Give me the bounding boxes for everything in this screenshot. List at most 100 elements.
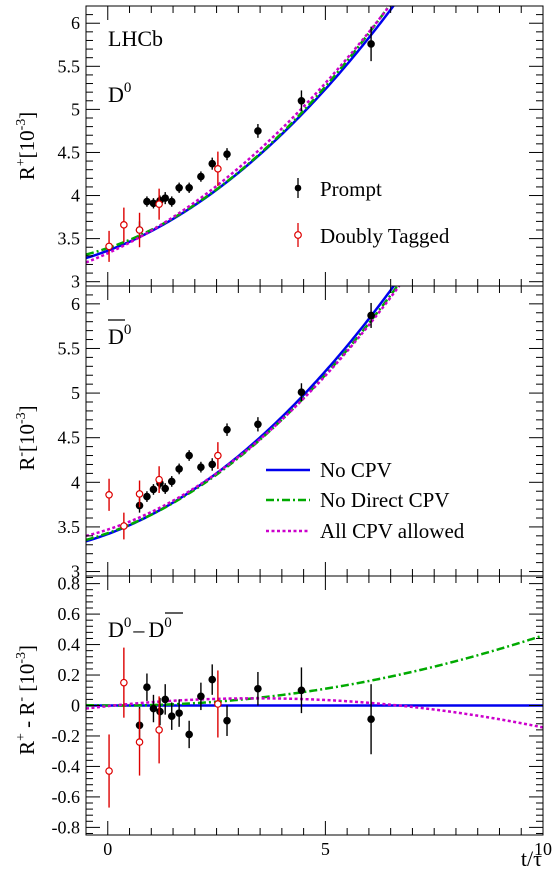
legend-middle: No CPV No Direct CPV All CPV allowed xyxy=(266,458,465,543)
panel-bottom-points xyxy=(105,647,375,808)
point-prompt xyxy=(197,682,205,711)
panel-middle-points xyxy=(105,302,375,540)
marker-tagged xyxy=(135,738,144,746)
x-tick-label: 0 xyxy=(103,839,112,859)
y-tick-label: 3 xyxy=(71,562,80,582)
legend-item-no-direct-cpv: No Direct CPV xyxy=(266,488,450,512)
marker-tagged xyxy=(214,451,222,460)
point-tagged xyxy=(105,230,113,262)
marker-tagged xyxy=(155,475,163,484)
point-prompt xyxy=(223,148,231,161)
y-tick-label: -0.8 xyxy=(52,817,81,837)
point-prompt xyxy=(223,423,231,436)
point-prompt xyxy=(367,26,375,62)
legend-top: Prompt Doubly Tagged xyxy=(294,177,450,248)
marker-prompt xyxy=(223,425,231,434)
panel-top: 3 3.5 4 4.5 5 5.5 6 LHCb D0 R+[10-3] Prompt Do… xyxy=(14,5,544,292)
marker-prompt xyxy=(223,716,231,725)
marker-prompt xyxy=(254,127,262,135)
panel-middle-axes: 3 3.5 4 4.5 5 5.5 6 xyxy=(58,285,544,582)
marker-prompt xyxy=(367,311,375,320)
marker-tagged xyxy=(214,165,222,173)
point-prompt xyxy=(167,702,176,730)
panel-middle-label: D0 xyxy=(108,319,131,349)
y-tick-label: 4 xyxy=(71,472,80,492)
y-tick-label: 3 xyxy=(71,272,80,292)
marker-prompt xyxy=(175,183,183,192)
point-prompt xyxy=(208,157,217,170)
y-tick-label: 0.2 xyxy=(58,665,81,685)
point-prompt xyxy=(185,182,193,193)
point-tagged xyxy=(155,696,163,764)
panel-bottom-label-text: D0– D0 xyxy=(108,615,172,642)
y-tick-label: -0.2 xyxy=(52,726,81,746)
point-prompt xyxy=(161,684,170,715)
y-tick-label: 5.5 xyxy=(58,338,81,358)
marker-prompt xyxy=(197,463,205,471)
point-prompt xyxy=(175,182,183,193)
curve-allcpv xyxy=(86,286,401,538)
y-tick-label: 5 xyxy=(71,99,80,119)
panel-top-label: D0 xyxy=(108,80,131,107)
marker-tagged xyxy=(105,490,113,499)
point-tagged xyxy=(135,212,144,248)
marker-prompt xyxy=(367,715,375,724)
marker-tagged xyxy=(105,242,113,251)
marker-prompt xyxy=(197,172,205,181)
point-tagged xyxy=(214,442,222,469)
marker-tagged xyxy=(135,226,144,234)
panel-middle: 3 3.5 4 4.5 5 5.5 6 D0 R-[10-3] No CPV No Dire… xyxy=(14,285,544,582)
point-prompt xyxy=(185,450,193,461)
point-prompt xyxy=(254,124,262,138)
point-prompt xyxy=(143,673,151,701)
point-prompt xyxy=(149,484,158,495)
point-tagged xyxy=(155,466,163,494)
panel-top-curves xyxy=(86,6,395,264)
marker-prompt xyxy=(185,451,193,460)
marker-prompt xyxy=(167,197,176,206)
marker-tagged xyxy=(120,678,128,687)
marker-prompt xyxy=(149,485,158,494)
y-tick-label: 0.4 xyxy=(58,635,81,655)
point-prompt xyxy=(208,664,217,695)
panel-middle-label-text: D0 xyxy=(108,322,131,349)
point-prompt xyxy=(197,461,205,473)
point-prompt xyxy=(167,476,176,487)
curve-allcpv xyxy=(86,697,543,729)
marker-tagged xyxy=(120,221,128,229)
point-tagged xyxy=(214,670,222,738)
marker-tagged xyxy=(135,490,144,498)
legend-item-no-cpv: No CPV xyxy=(266,458,392,482)
point-prompt xyxy=(143,196,151,207)
point-tagged xyxy=(135,480,144,508)
point-prompt xyxy=(208,458,217,471)
point-prompt xyxy=(223,705,231,736)
panel-top-axes: 3 3.5 4 4.5 5 5.5 6 xyxy=(58,5,544,292)
point-prompt xyxy=(297,383,306,402)
legend-prompt-label: Prompt xyxy=(320,177,382,201)
y-tick-label: 5.5 xyxy=(58,56,81,76)
marker-prompt xyxy=(156,707,164,716)
y-tick-label: 0 xyxy=(71,696,80,716)
panel-middle-frame xyxy=(85,285,544,577)
marker-prompt xyxy=(197,692,205,701)
point-tagged xyxy=(155,188,163,220)
y-tick-label: 5 xyxy=(71,383,80,403)
marker-prompt xyxy=(367,40,375,48)
marker-prompt xyxy=(149,704,158,713)
x-tick-label: 5 xyxy=(321,839,330,859)
point-prompt xyxy=(297,667,306,714)
point-prompt xyxy=(175,463,183,475)
point-prompt xyxy=(185,720,193,749)
marker-prompt xyxy=(161,194,170,202)
panel-bottom: -0.8-0.6-0.4-0.200.20.40.60.80 5 10 D0– D0 … xyxy=(14,574,552,871)
marker-tagged xyxy=(105,767,113,775)
point-tagged xyxy=(120,647,128,718)
point-prompt xyxy=(367,684,375,755)
legend-item-prompt: Prompt xyxy=(294,177,382,201)
marker-prompt xyxy=(297,388,306,396)
curve-nocpv xyxy=(86,286,396,543)
legend-prompt-marker xyxy=(294,184,302,192)
point-prompt xyxy=(197,171,205,182)
